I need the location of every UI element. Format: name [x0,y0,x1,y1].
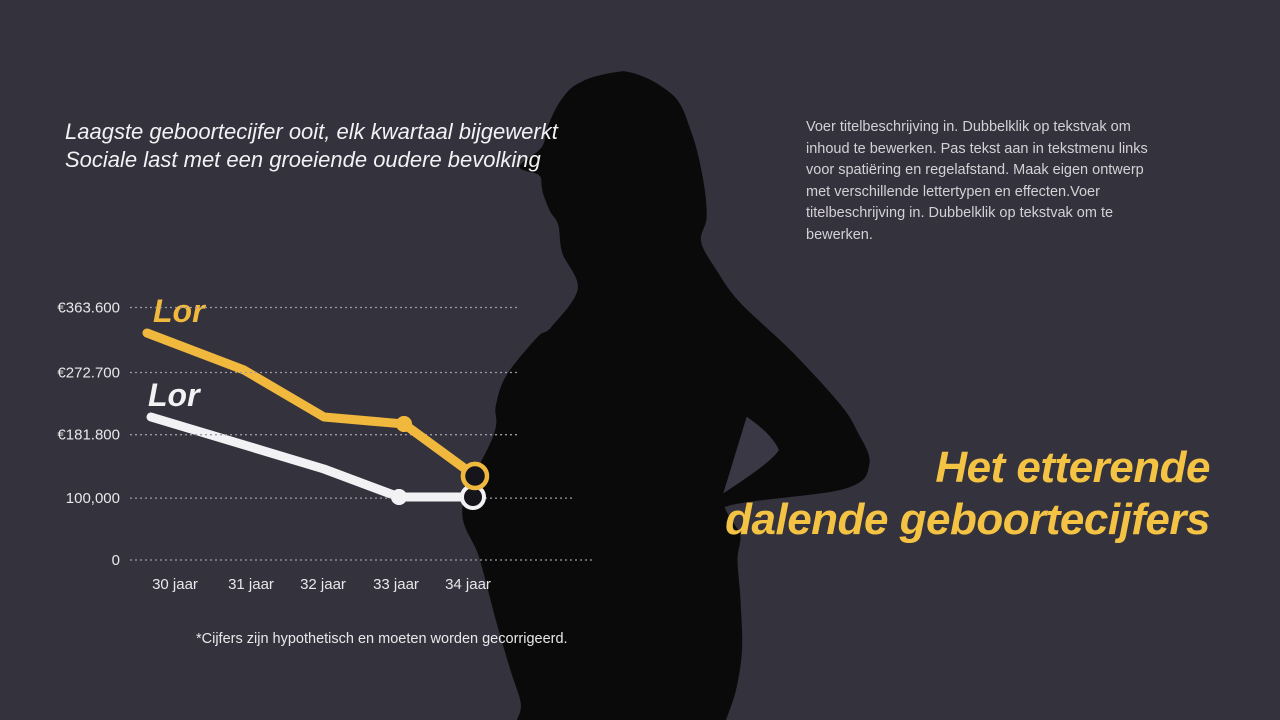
svg-text:31 jaar: 31 jaar [228,576,274,593]
svg-text:32 jaar: 32 jaar [300,576,346,593]
svg-text:30 jaar: 30 jaar [152,576,198,593]
svg-text:34 jaar: 34 jaar [445,576,491,593]
svg-text:33 jaar: 33 jaar [373,576,419,593]
